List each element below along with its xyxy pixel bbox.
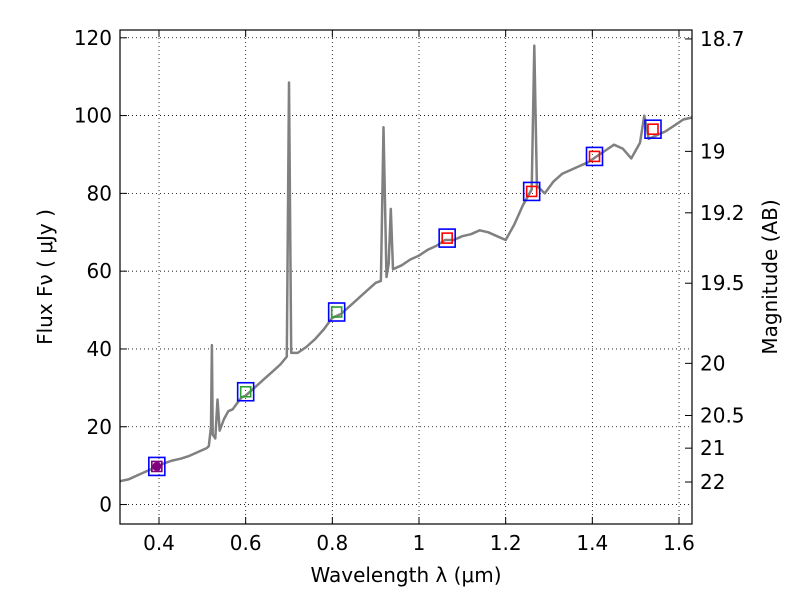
- spectrum-line: [119, 44, 693, 483]
- x-tick-label: 1.4: [576, 531, 608, 555]
- magnitude-tick-label: 20.5: [700, 403, 745, 427]
- tick-labels: 0.4 0.6 0.8 1 1.2 1.4 1.6 0 20 40 60 80 100 120 18.7 19…: [74, 26, 745, 555]
- x-tick-label: 1.2: [490, 531, 522, 555]
- right-axis-title: Magnitude (AB): [758, 199, 782, 354]
- photometry-dot: [152, 461, 162, 471]
- photometry-box: [585, 146, 604, 167]
- y-tick-label: 120: [74, 26, 112, 50]
- y-axis-title: Flux Fν ( μJy ): [33, 209, 57, 345]
- photometry-inner-box: [588, 150, 601, 163]
- magnitude-tick-label: 20: [700, 351, 725, 375]
- photometry-box: [327, 302, 346, 322]
- grid-lines: [120, 30, 692, 524]
- photometry-inner-box: [647, 123, 659, 135]
- magnitude-tick-label: 19: [700, 139, 725, 163]
- y-tick-label: 0: [99, 493, 112, 517]
- x-tick-label: 0.8: [316, 531, 348, 555]
- y-tick-label: 80: [87, 181, 112, 205]
- series-layer: [119, 44, 693, 483]
- y-tick-label: 20: [87, 415, 112, 439]
- x-tick-label: 0.4: [143, 531, 175, 555]
- magnitude-tick-label: 19.2: [700, 201, 745, 225]
- photometry-box: [236, 381, 255, 402]
- photometry-box: [644, 119, 662, 139]
- x-axis-title: Wavelength λ (μm): [310, 563, 501, 587]
- photometry-box: [438, 228, 456, 248]
- magnitude-tick-label: 18.7: [700, 27, 745, 51]
- y-tick-label: 40: [87, 337, 112, 361]
- photometry-inner-box: [525, 185, 538, 198]
- magnitude-tick-label: 22: [700, 470, 725, 494]
- y-tick-label: 60: [87, 259, 112, 283]
- photometry-inner-box: [151, 460, 163, 473]
- photometry-box: [522, 181, 541, 202]
- magnitude-tick-label: 21: [700, 436, 725, 460]
- axis-ticks: [120, 30, 692, 524]
- photometry-inner-box: [330, 306, 343, 318]
- y-tick-label: 100: [74, 104, 112, 128]
- photometry-inner-box: [239, 385, 252, 398]
- x-tick-label: 0.6: [230, 531, 262, 555]
- photometry-box: [148, 456, 166, 477]
- photometry-points: [148, 119, 662, 477]
- plot-frame: [119, 29, 693, 525]
- x-tick-label: 1.6: [663, 531, 695, 555]
- photometry-inner-box: [441, 232, 453, 244]
- x-tick-label: 1: [413, 531, 426, 555]
- magnitude-tick-label: 19.5: [700, 271, 745, 295]
